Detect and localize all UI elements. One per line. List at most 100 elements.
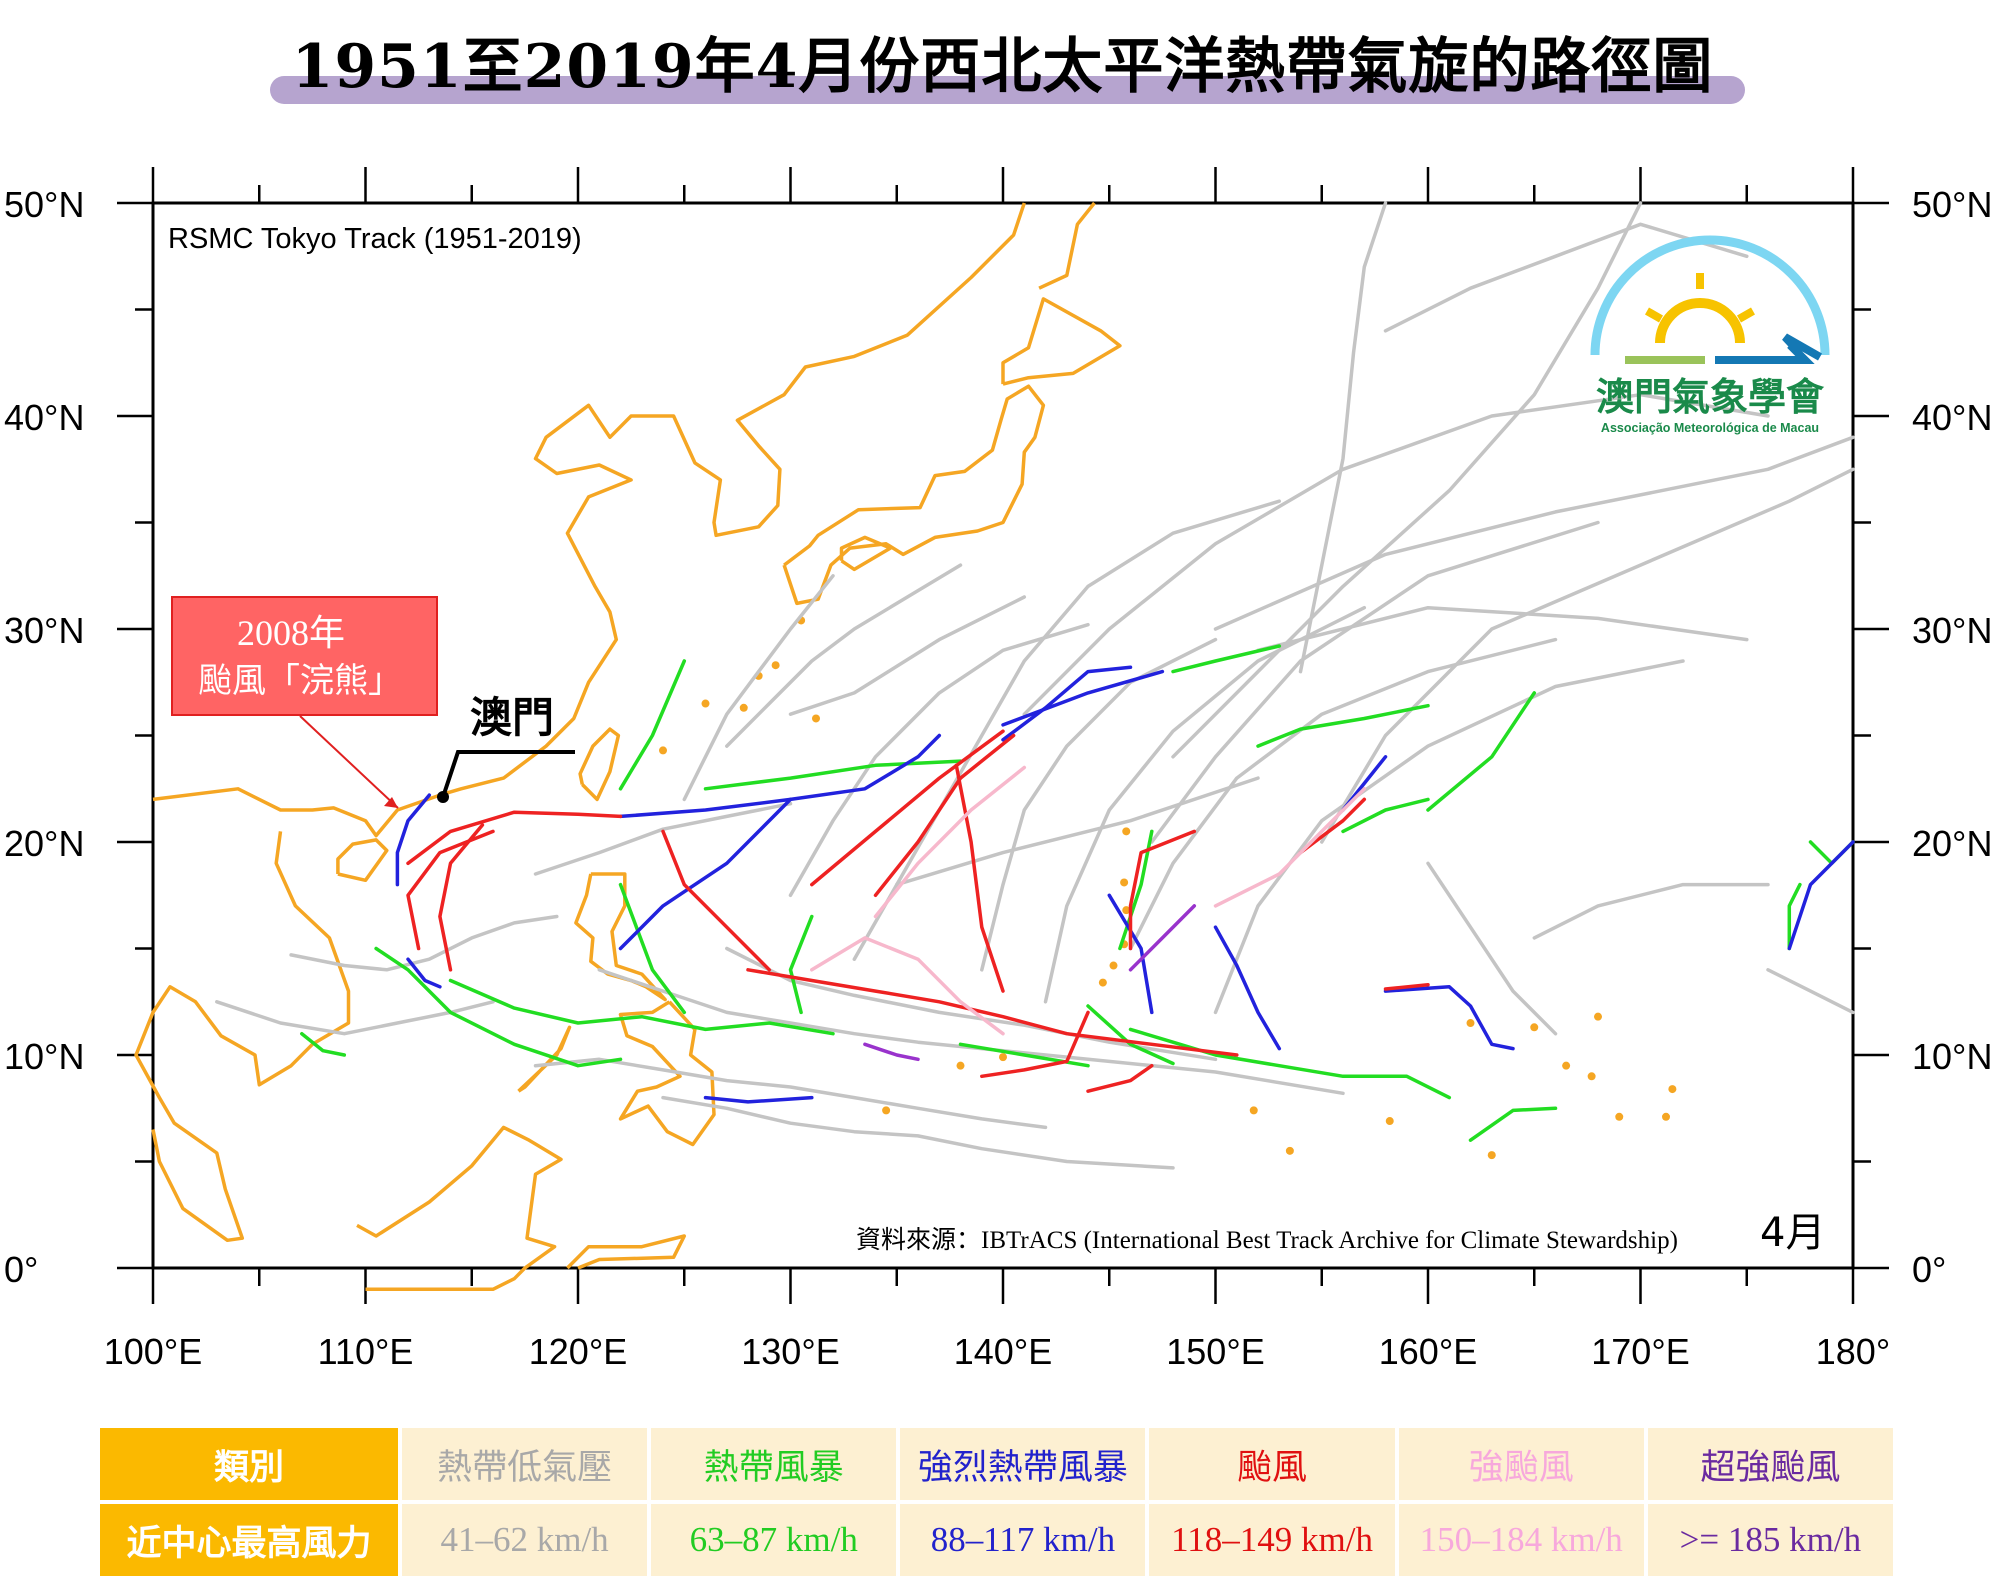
- axis-ticks: [117, 167, 1889, 1304]
- lat-label-right: 20°N: [1912, 823, 1992, 864]
- lat-label-left: 40°N: [4, 397, 84, 438]
- legend-cat-ty: 颱風: [1145, 1424, 1399, 1504]
- sun-icon: [1655, 298, 1745, 344]
- source-label: RSMC Tokyo Track (1951-2019): [168, 223, 582, 255]
- track-td: [1213, 659, 1685, 1015]
- callout-line2: 颱風「浣熊」: [198, 661, 402, 701]
- track-sts: [1213, 925, 1282, 1051]
- legend-wind-td: 41–62 km/h: [397, 1500, 652, 1580]
- track-ts: [374, 946, 623, 1068]
- track-td: [1426, 861, 1558, 1036]
- sky-arc-icon: [1590, 235, 1830, 356]
- track-ts: [448, 978, 835, 1036]
- track-sty: [810, 936, 1005, 1036]
- lat-label-right: 0°: [1912, 1249, 1946, 1290]
- track-td: [788, 595, 1027, 716]
- lat-label-right: 50°N: [1912, 184, 1992, 225]
- track-ts: [1086, 1004, 1175, 1066]
- track-ty: [438, 823, 485, 972]
- track-td: [1022, 392, 1770, 716]
- track-td: [1128, 637, 1558, 951]
- lon-label: 130°E: [741, 1331, 839, 1372]
- callout-box: [171, 596, 438, 716]
- lat-label-left: 0°: [4, 1249, 38, 1290]
- title-container: 1951至2019年4月份西北太平洋熱帶氣旋的路徑圖: [0, 18, 2005, 105]
- cyclone-tracks: [215, 201, 1855, 1170]
- lon-label: 170°E: [1591, 1331, 1689, 1372]
- track-td: [725, 563, 963, 748]
- track-td: [215, 1000, 495, 1036]
- legend-wind-ty: 118–149 km/h: [1145, 1500, 1399, 1580]
- track-ts: [703, 759, 963, 791]
- callout-arrow-head: [384, 797, 398, 808]
- lon-label: 100°E: [104, 1331, 202, 1372]
- track-td: [852, 499, 1282, 961]
- lat-label-left: 50°N: [4, 184, 84, 225]
- track-td: [533, 801, 793, 876]
- callout-line1: 2008年: [237, 613, 345, 653]
- track-td: [1171, 201, 1643, 759]
- lon-label: 160°E: [1379, 1331, 1477, 1372]
- track-td: [533, 1057, 1048, 1130]
- legend-row-category: 類別 熱帶低氣壓 熱帶風暴 強烈熱帶風暴 颱風 強颱風 超強颱風: [96, 1424, 1898, 1504]
- track-super: [863, 1042, 920, 1062]
- logo-name-pt: Associação Meteorológica de Macau: [1601, 421, 1819, 435]
- track-sts: [1787, 840, 1855, 951]
- lon-label: 120°E: [529, 1331, 627, 1372]
- track-super: [1128, 904, 1197, 972]
- track-td: [1213, 435, 1855, 631]
- track-sty: [1213, 787, 1367, 908]
- track-td: [1256, 605, 1749, 653]
- track-sts: [1107, 893, 1154, 1015]
- track-ty: [873, 733, 1016, 898]
- track-sts: [406, 957, 442, 989]
- lat-label-right: 40°N: [1912, 397, 1992, 438]
- track-ts: [1787, 882, 1802, 951]
- track-td: [788, 622, 1090, 898]
- track-sty: [873, 765, 1027, 919]
- logo-name-zh: 澳門氣象學會: [1596, 375, 1825, 419]
- lon-label: 180°: [1816, 1331, 1890, 1372]
- legend-cat-td: 熱帶低氣壓: [397, 1424, 652, 1504]
- track-ts: [788, 914, 814, 1015]
- lat-label-left: 30°N: [4, 610, 84, 651]
- track-td: [661, 1095, 1175, 1170]
- legend-row-wind: 近中心最高風力 41–62 km/h 63–87 km/h 88–117 km/…: [96, 1500, 1898, 1580]
- data-credit: 資料來源：IBTrACS (International Best Track A…: [856, 1226, 1678, 1254]
- society-logo: 澳門氣象學會 Associação Meteorológica de Macau: [1590, 235, 1830, 435]
- intensity-legend: 類別 熱帶低氣壓 熱帶風暴 強烈熱帶風暴 颱風 強颱風 超強颱風 近中心最高風力…: [96, 1424, 1898, 1580]
- legend-cat-sty: 強颱風: [1394, 1424, 1648, 1504]
- lat-label-right: 30°N: [1912, 610, 1992, 651]
- track-sts: [1001, 665, 1133, 742]
- legend-header-category: 類別: [96, 1424, 402, 1504]
- track-ty: [954, 763, 1005, 993]
- legend-wind-sts: 88–117 km/h: [896, 1500, 1150, 1580]
- track-ts: [1468, 1106, 1558, 1142]
- track-td: [1766, 968, 1855, 1015]
- track-ty: [1383, 982, 1430, 991]
- track-map: 50°N 50°N 40°N 40°N 30°N 30°N 20°N 20°N 10°N 10°N…: [4, 167, 1992, 1372]
- title-underline-bar: [270, 76, 1745, 104]
- track-sts: [618, 797, 793, 951]
- legend-cat-sts: 強烈熱帶風暴: [896, 1424, 1150, 1504]
- track-td: [1532, 882, 1770, 940]
- lat-label-left: 20°N: [4, 823, 84, 864]
- lat-label-left: 10°N: [4, 1036, 84, 1077]
- track-td: [895, 776, 1260, 887]
- track-sts: [618, 733, 942, 819]
- track-ty: [406, 810, 623, 866]
- track-ty: [980, 1010, 1090, 1079]
- month-label: 4月: [1760, 1210, 1825, 1256]
- track-ty: [1128, 829, 1197, 951]
- lon-label: 110°E: [318, 1331, 414, 1372]
- track-sts: [1383, 985, 1515, 1051]
- track-sts: [1001, 669, 1165, 727]
- legend-wind-sty: 150–184 km/h: [1394, 1500, 1648, 1580]
- page-title: 1951至2019年4月份西北太平洋熱帶氣旋的路徑圖: [291, 32, 1714, 102]
- lat-label-right: 10°N: [1912, 1036, 1992, 1077]
- track-ts: [1341, 797, 1430, 834]
- lon-label: 150°E: [1166, 1331, 1264, 1372]
- legend-wind-super: >= 185 km/h: [1643, 1500, 1898, 1580]
- legend-header-wind: 近中心最高風力: [96, 1500, 402, 1580]
- track-ty: [1086, 1063, 1154, 1093]
